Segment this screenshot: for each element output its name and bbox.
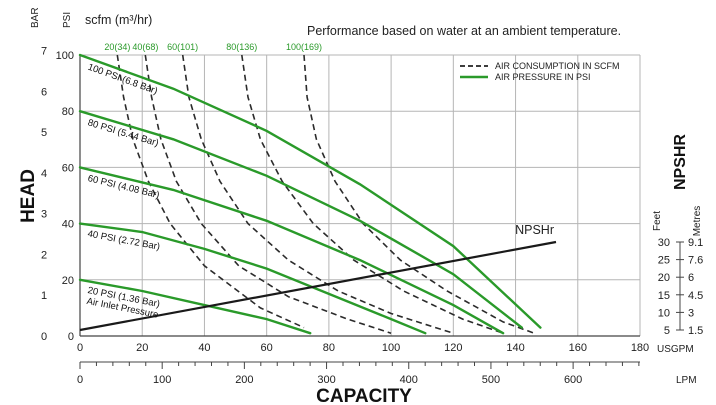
legend: AIR CONSUMPTION IN SCFM AIR PRESSURE IN … xyxy=(460,61,620,82)
y-tick-psi: 0 xyxy=(68,331,74,343)
air-consumption-label: 60(101) xyxy=(167,42,198,52)
npshr-tick-metres: 4.5 xyxy=(688,290,703,302)
air-consumption-curve xyxy=(303,54,535,334)
axis-ticks: 0 20 40 60 80 100 120 140 160 1800204060801000123… xyxy=(41,46,649,386)
y-unit-psi: PSI xyxy=(62,12,73,28)
air-pressure-curve xyxy=(78,222,427,335)
legend-label-air-consumption: AIR CONSUMPTION IN SCFM xyxy=(495,61,620,71)
y-tick-bar: 4 xyxy=(41,168,47,180)
x-tick-usgpm: 160 xyxy=(569,342,587,354)
air-consumption-curve xyxy=(241,54,504,334)
grid xyxy=(79,54,641,337)
x-tick-usgpm: 0 xyxy=(77,342,83,354)
y-tick-bar: 1 xyxy=(41,290,47,302)
y-tick-bar: 3 xyxy=(41,209,47,221)
y-unit-bar: BAR xyxy=(30,7,41,28)
npshr-line xyxy=(79,240,557,332)
npshr-line-label: NPSHr xyxy=(515,223,554,237)
x-tick-usgpm: 80 xyxy=(323,342,335,354)
x-tick-usgpm: 180 xyxy=(631,342,649,354)
x-tick-usgpm: 40 xyxy=(198,342,210,354)
scfm-label: scfm (m³/hr) xyxy=(85,13,152,27)
chart-note: Performance based on water at an ambient… xyxy=(307,24,621,38)
npshr-tick-metres: 3 xyxy=(688,307,694,319)
air-consumption-curve xyxy=(144,54,392,334)
air-consumption-curve xyxy=(181,54,454,334)
npshr-tick-feet: 5 xyxy=(664,325,670,337)
npshr-tick-metres: 6 xyxy=(688,272,694,284)
air-pressure-curve xyxy=(78,53,542,329)
y-tick-psi: 20 xyxy=(62,275,74,287)
y-tick-bar: 6 xyxy=(41,86,47,98)
npshr-tick-feet: 25 xyxy=(658,255,670,267)
x-tick-lpm: 600 xyxy=(564,374,582,386)
npshr-curve xyxy=(79,240,557,332)
air-consumption-label: 80(136) xyxy=(226,42,257,52)
x-unit-lpm: LPM xyxy=(676,375,697,386)
x-tick-usgpm: 60 xyxy=(261,342,273,354)
x-tick-lpm: 100 xyxy=(153,374,171,386)
air-pressure-curve xyxy=(78,110,523,329)
air-consumption-label: 20(34) xyxy=(104,42,130,52)
npshr-tick-metres: 1.5 xyxy=(688,325,703,337)
x-tick-usgpm: 120 xyxy=(444,342,462,354)
npshr-tick-feet: 30 xyxy=(658,237,670,249)
npshr-tick-feet: 20 xyxy=(658,272,670,284)
air-consumption-label: 100(169) xyxy=(286,42,322,52)
npshr-scale: 5 1.5 10 3 15 4.5 20 6 25 7.6 30 9.1 xyxy=(658,237,704,337)
y-axis-title: HEAD xyxy=(18,169,39,223)
air-pressure-curve xyxy=(78,278,312,335)
y-tick-bar: 5 xyxy=(41,127,47,139)
x-tick-usgpm: 140 xyxy=(506,342,524,354)
air-pressure-label: 40 PSI (2.72 Bar) xyxy=(87,229,161,253)
npshr-tick-metres: 7.6 xyxy=(688,255,703,267)
air-consumption-curve xyxy=(116,54,305,329)
air-pressure-curve xyxy=(78,166,505,335)
npshr-tick-feet: 10 xyxy=(658,307,670,319)
npshr-title: NPSHR xyxy=(672,134,689,190)
npshr-feet-label: Feet xyxy=(652,211,663,231)
x-tick-lpm: 300 xyxy=(317,374,335,386)
y-tick-psi: 100 xyxy=(56,50,74,62)
npshr-tick-metres: 9.1 xyxy=(688,237,703,249)
x-tick-lpm: 200 xyxy=(235,374,253,386)
x-tick-usgpm: 100 xyxy=(382,342,400,354)
y-tick-bar: 0 xyxy=(41,331,47,343)
x-tick-lpm: 400 xyxy=(400,374,418,386)
x-tick-lpm: 500 xyxy=(482,374,500,386)
y-tick-psi: 80 xyxy=(62,106,74,118)
npshr-tick-feet: 15 xyxy=(658,290,670,302)
x-tick-usgpm: 20 xyxy=(136,342,148,354)
y-tick-psi: 60 xyxy=(62,162,74,174)
x-axis-title: CAPACITY xyxy=(316,386,412,405)
air-pressure-label: 80 PSI (5.44 Bar) xyxy=(86,117,159,149)
air-consumption-label: 40(68) xyxy=(132,42,158,52)
x-tick-lpm: 0 xyxy=(77,374,83,386)
x-unit-usgpm: USGPM xyxy=(657,344,694,355)
y-tick-bar: 2 xyxy=(41,249,47,261)
legend-label-air-pressure: AIR PRESSURE IN PSI xyxy=(495,72,591,82)
y-tick-bar: 7 xyxy=(41,46,47,58)
y-tick-psi: 40 xyxy=(62,219,74,231)
air-pressure-curves xyxy=(78,53,542,335)
npshr-metres-label: Metres xyxy=(692,206,703,237)
